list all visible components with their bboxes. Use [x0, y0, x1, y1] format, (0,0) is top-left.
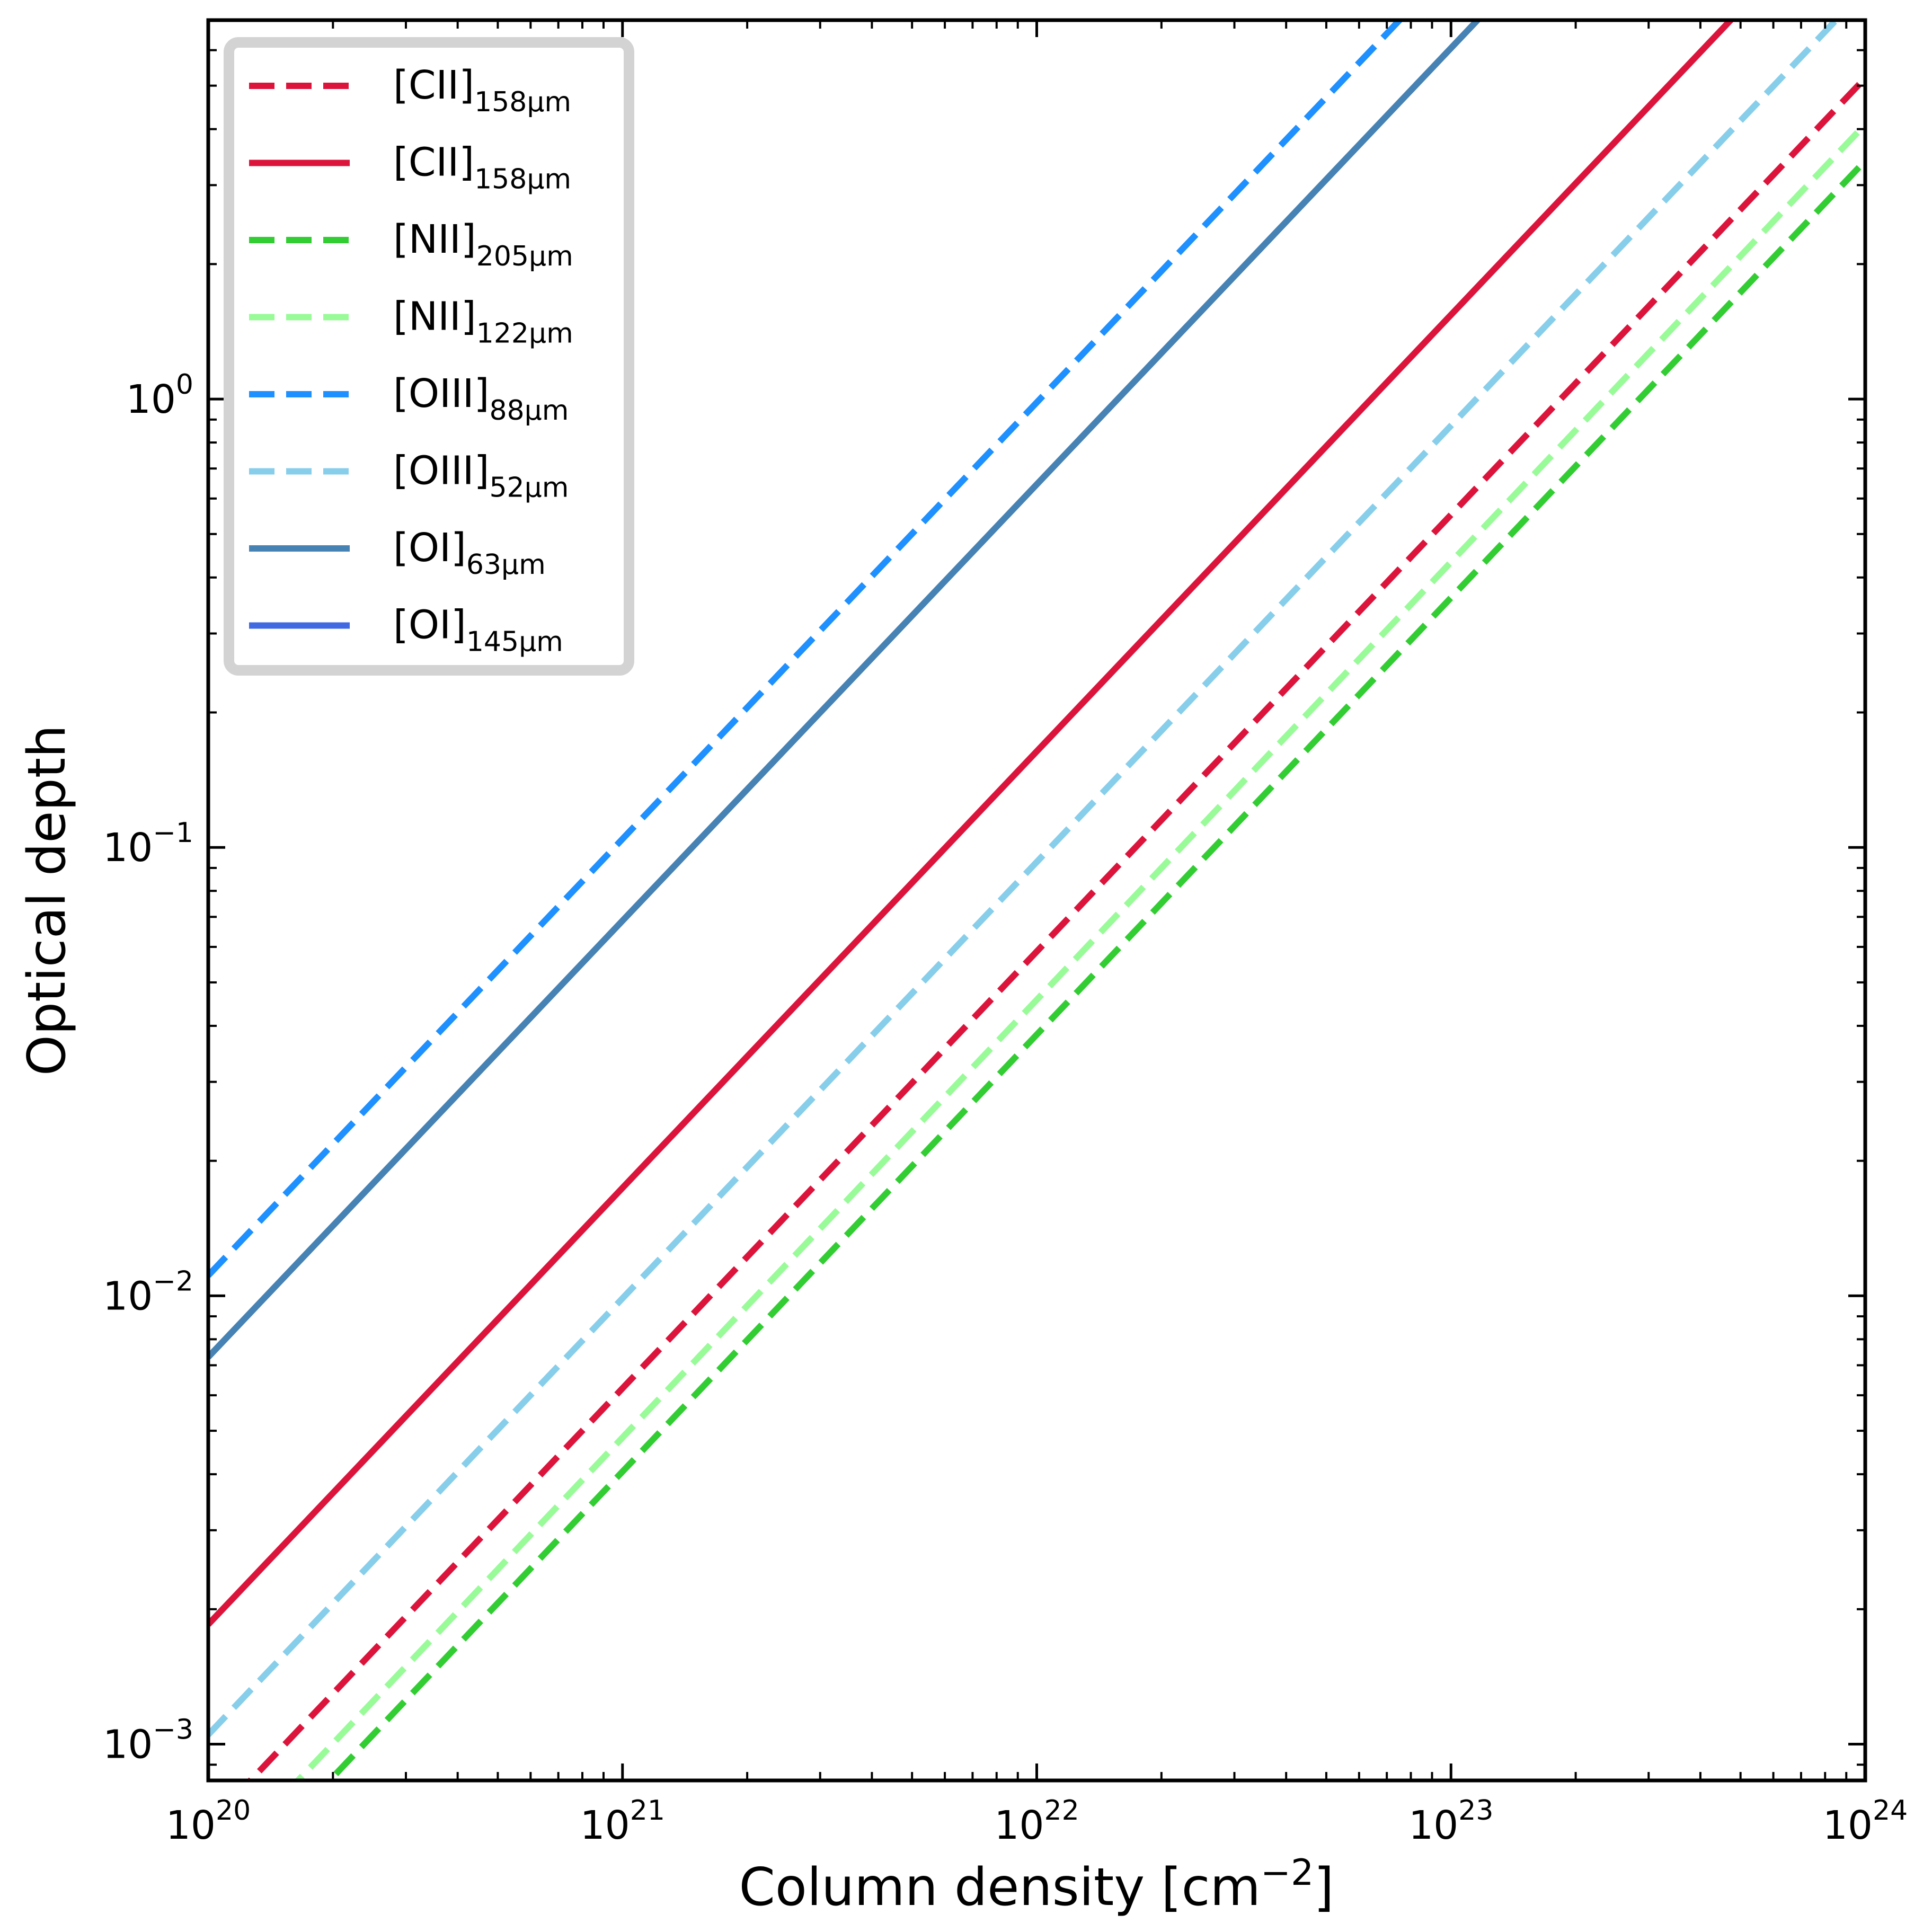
legend-label-4: [OIII]88µm	[393, 371, 569, 427]
series-line-3	[294, 122, 1865, 1780]
x-tick-label: 1023	[1408, 1795, 1493, 1848]
x-tick-label: 1021	[580, 1795, 665, 1848]
series-line-6	[208, 20, 1482, 1360]
y-tick-label: 10−1	[103, 817, 193, 871]
y-tick-label: 100	[126, 369, 193, 422]
series-layer	[208, 20, 1865, 1780]
legend-label-2: [NII]205µm	[393, 217, 573, 272]
legend-label-0: [CII]158µm	[393, 63, 571, 118]
legend-label-6: [OI]63µm	[393, 525, 546, 581]
legend-box	[224, 37, 634, 676]
series-line-5	[208, 20, 1841, 1737]
x-tick-label: 1024	[1823, 1795, 1908, 1848]
series-line-2	[325, 158, 1865, 1780]
legend-label-3: [NII]122µm	[393, 294, 573, 350]
series-line-1	[208, 20, 1735, 1627]
y-tick-label: 10−3	[103, 1714, 193, 1768]
legend: [CII]158µm [CII]158µm [NII]205µm [NII]122µm…	[224, 37, 634, 676]
plot-frame	[206, 18, 1867, 1783]
x-tick-label: 1022	[994, 1795, 1079, 1848]
series-line-0	[246, 76, 1865, 1780]
legend-label-1: [CII]158µm	[393, 140, 571, 196]
x-axis-label: Column density [cm−2]	[739, 1852, 1334, 1918]
legend-label-5: [OIII]52µm	[393, 448, 569, 504]
y-axis-label: Optical depth	[17, 725, 77, 1076]
legend-label-7: [OI]145µm	[393, 602, 563, 658]
series-line-4	[208, 20, 1404, 1278]
x-tick-label: 1020	[166, 1795, 251, 1848]
y-tick-label: 10−2	[103, 1265, 193, 1319]
